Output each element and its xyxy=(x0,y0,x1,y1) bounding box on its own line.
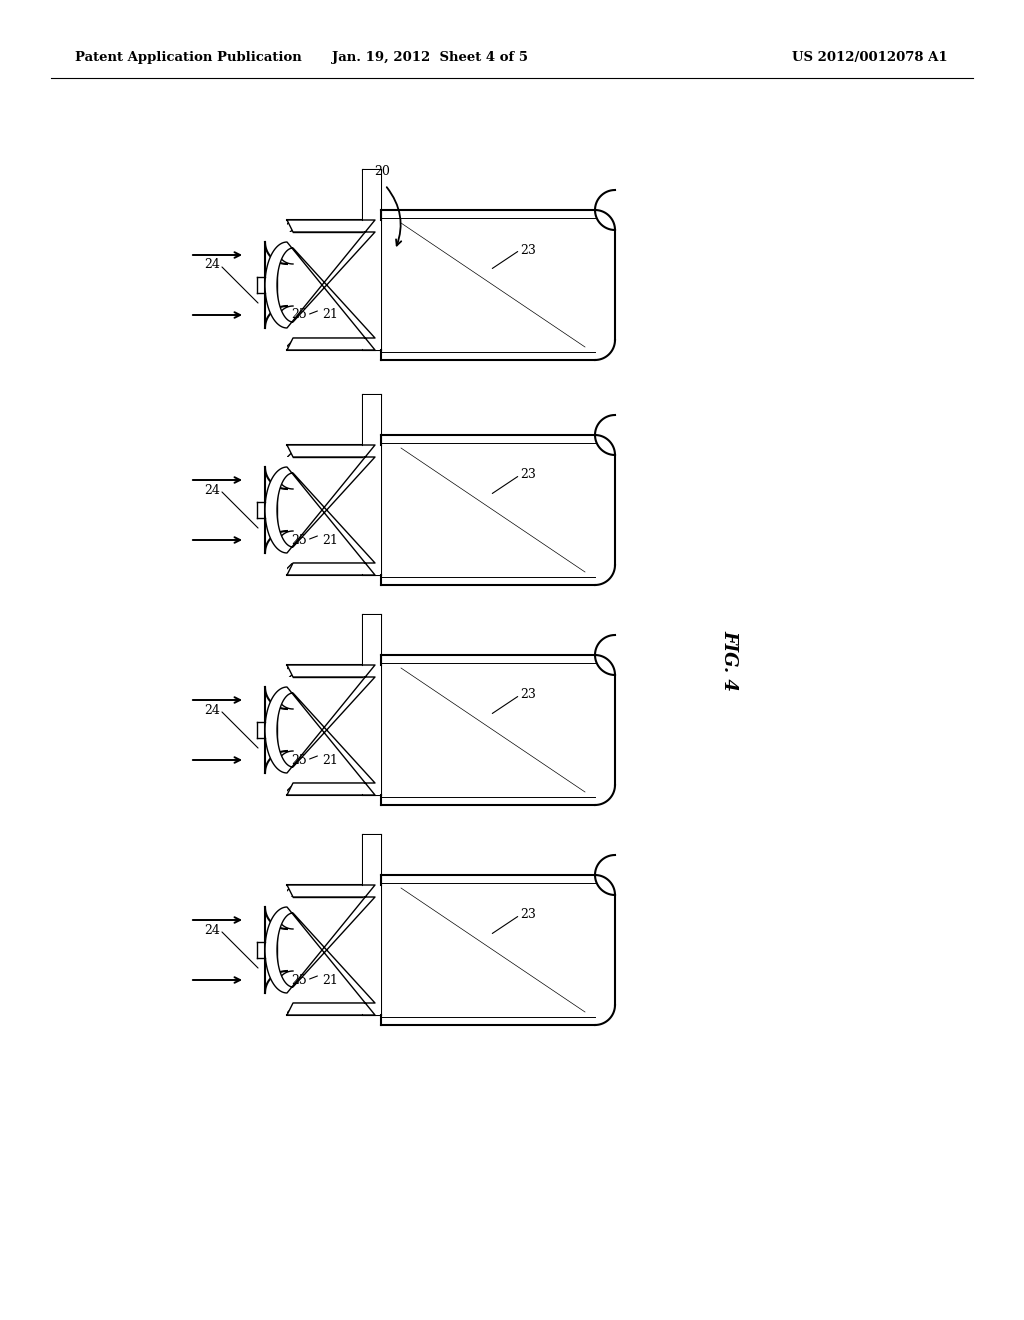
Bar xyxy=(362,836,381,1015)
Text: US 2012/0012078 A1: US 2012/0012078 A1 xyxy=(793,51,948,65)
Text: 24: 24 xyxy=(204,704,220,717)
Bar xyxy=(287,564,375,576)
Bar xyxy=(362,395,381,576)
Text: 24: 24 xyxy=(204,924,220,936)
Text: 25: 25 xyxy=(291,754,307,767)
Text: 20: 20 xyxy=(374,165,390,178)
Bar xyxy=(287,220,375,232)
Polygon shape xyxy=(265,220,375,350)
Bar xyxy=(362,445,375,576)
Text: 24: 24 xyxy=(204,259,220,272)
Bar xyxy=(287,665,375,677)
Bar xyxy=(362,665,375,795)
Bar xyxy=(287,1003,375,1015)
Text: 24: 24 xyxy=(204,483,220,496)
Text: 23: 23 xyxy=(520,908,536,921)
Bar xyxy=(362,220,375,350)
Text: 21: 21 xyxy=(323,309,338,322)
Text: 25: 25 xyxy=(291,974,307,986)
Text: 21: 21 xyxy=(323,754,338,767)
Text: 23: 23 xyxy=(520,689,536,701)
Text: 23: 23 xyxy=(520,469,536,482)
Text: 21: 21 xyxy=(323,533,338,546)
Text: 25: 25 xyxy=(291,309,307,322)
Text: Patent Application Publication: Patent Application Publication xyxy=(75,51,302,65)
Polygon shape xyxy=(265,445,375,576)
Text: 23: 23 xyxy=(520,243,536,256)
Polygon shape xyxy=(265,665,375,795)
Bar xyxy=(362,170,381,350)
Bar xyxy=(287,338,375,350)
Text: Jan. 19, 2012  Sheet 4 of 5: Jan. 19, 2012 Sheet 4 of 5 xyxy=(332,51,528,65)
Text: 21: 21 xyxy=(323,974,338,986)
Text: 25: 25 xyxy=(291,533,307,546)
Bar xyxy=(362,615,381,795)
Bar xyxy=(362,884,375,1015)
Polygon shape xyxy=(265,884,375,1015)
Text: FIG. 4: FIG. 4 xyxy=(720,630,738,690)
Bar xyxy=(287,783,375,795)
Bar xyxy=(287,884,375,898)
Bar xyxy=(287,445,375,457)
